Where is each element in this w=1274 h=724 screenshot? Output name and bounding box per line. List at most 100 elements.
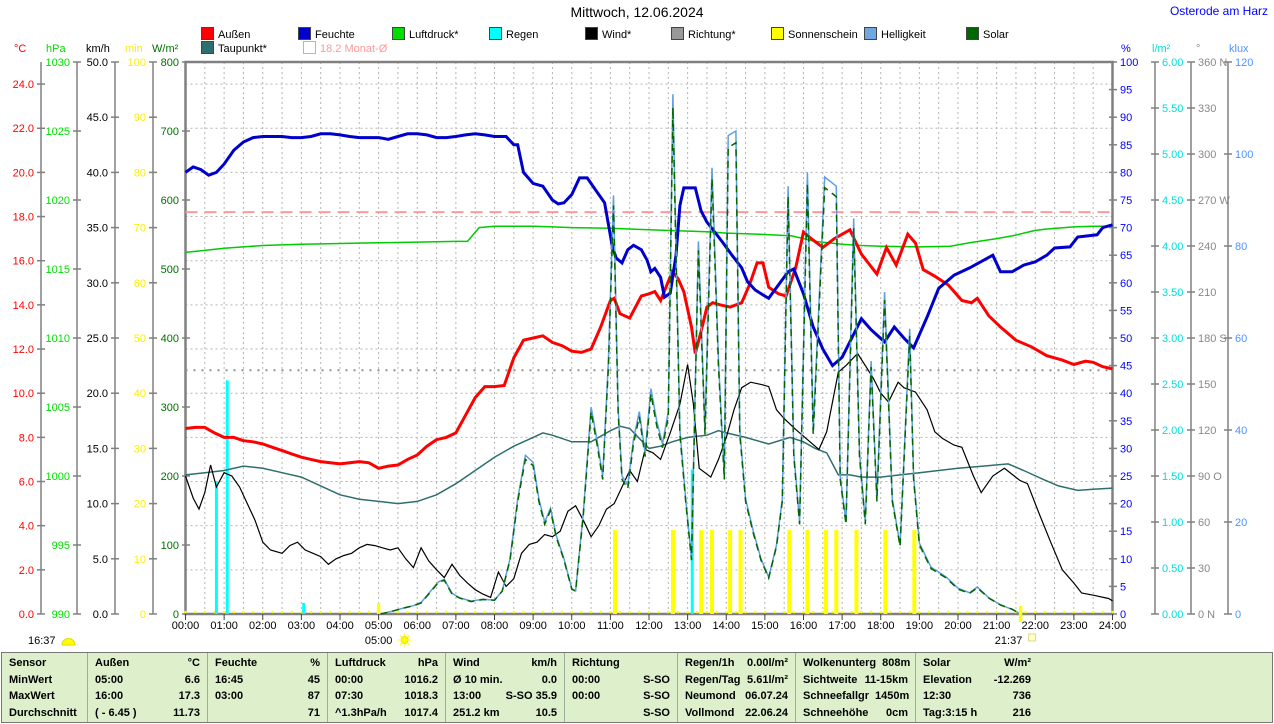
sunrise-sun-ray bbox=[399, 634, 402, 638]
baseline-sun-dot bbox=[927, 610, 931, 614]
sunrise-tick bbox=[376, 603, 381, 614]
axis-tick-label-solar: 200 bbox=[161, 471, 179, 483]
axis-tick-label-direction: 150 bbox=[1198, 379, 1216, 391]
bar-sonnenschein bbox=[670, 530, 675, 614]
baseline-sun-dot bbox=[1072, 610, 1076, 614]
axis-tick-label-solar: 600 bbox=[161, 195, 179, 207]
summary-value: 1450m bbox=[875, 690, 910, 702]
baseline-sun-dot bbox=[763, 610, 767, 614]
axis-tick-label-direction: 90 O bbox=[1198, 471, 1222, 483]
x-axis-label: 08:00 bbox=[481, 620, 509, 632]
axis-tick-label-pressure: 1010 bbox=[46, 333, 70, 345]
axis-tick-label-temp: 18.0 bbox=[13, 212, 34, 224]
baseline-sun-dot bbox=[512, 610, 516, 614]
axis-tick-label-wind: 30.0 bbox=[87, 278, 108, 290]
summary-cell-luftdruck-row3: ^1.3hPa/h 1017.4 bbox=[328, 705, 445, 722]
axis-tick-label-temp: 4.0 bbox=[19, 521, 34, 533]
baseline-sun-dot bbox=[483, 610, 487, 614]
summary-value: 87 bbox=[307, 690, 320, 702]
bar-sonnenschein bbox=[787, 530, 792, 614]
summary-value: km/h bbox=[531, 657, 557, 669]
baseline-sun-dot bbox=[1053, 610, 1056, 614]
page-title: Mittwoch, 12.06.2024 bbox=[570, 4, 704, 20]
baseline-sun-dot bbox=[599, 610, 603, 614]
axis-tick-label-direction: 300 bbox=[1198, 149, 1216, 161]
baseline-sun-dot bbox=[667, 610, 670, 614]
axis-tick-label-direction: 330 bbox=[1198, 103, 1216, 115]
legend-swatch-luftdruck-icon bbox=[392, 27, 405, 40]
summary-value: 1016.2 bbox=[404, 673, 438, 686]
summary-column-luftdruck: Luftdruck hPa 00:00 1016.2 07:30 1018.3 ^1.3hP… bbox=[328, 653, 446, 722]
axis-tick-label-pressure: 1005 bbox=[46, 402, 70, 414]
summary-cell-feuchte-row1: 16:45 45 bbox=[208, 672, 327, 689]
axis-tick-label-sunshine: 30 bbox=[134, 443, 146, 455]
axis-tick-label-wind: 15.0 bbox=[87, 443, 108, 455]
axis-tick-label-direction: 240 bbox=[1198, 241, 1216, 253]
summary-column-feuchte: Feuchte% 16:45 45 03:00 87 71 bbox=[208, 653, 328, 722]
summary-cell-feuchte-row0: Feuchte% bbox=[208, 655, 327, 672]
summary-label: ( - 6.45 ) bbox=[95, 706, 137, 719]
axis-tick-label-sunshine: 0 bbox=[140, 609, 146, 621]
summary-column-richtung: Richtung 00:00 S-SO 00:00 S-SO S-SO bbox=[565, 653, 678, 722]
summary-cell-wind-row3: 251.2 km 10.5 bbox=[446, 705, 564, 722]
summary-value: 808m bbox=[882, 657, 911, 669]
summary-cell-aussen-row3: ( - 6.45 ) 11.73 bbox=[88, 705, 207, 722]
legend-swatch-18-2-monat-icon bbox=[303, 41, 316, 54]
legend-label: Richtung* bbox=[688, 29, 736, 41]
axis-tick-label-wind: 20.0 bbox=[87, 388, 108, 400]
axis-tick-label-sunshine: 50 bbox=[134, 333, 146, 345]
bar-regen bbox=[302, 602, 306, 614]
baseline-sun-dot bbox=[309, 610, 313, 614]
baseline-sun-dot bbox=[695, 610, 699, 614]
baseline-sun-dot bbox=[937, 610, 940, 614]
axis-tick-label-temp: 2.0 bbox=[19, 565, 34, 577]
summary-cell-regen-row3: Vollmond 22.06.24 bbox=[678, 705, 795, 722]
baseline-sun-dot bbox=[1082, 610, 1085, 614]
axis-tick-label-temp: 14.0 bbox=[13, 300, 34, 312]
axis-tick-label-wind: 35.0 bbox=[87, 223, 108, 235]
moon-icon bbox=[61, 638, 76, 646]
axis-tick-label-rain: 1.00 bbox=[1162, 517, 1183, 529]
summary-cell-sensor-row0: Sensor bbox=[2, 655, 87, 672]
summary-cell-aussen-row2: 16:00 17.3 bbox=[88, 688, 207, 705]
baseline-sun-dot bbox=[551, 610, 554, 614]
axis-tick-label-humidity: 75 bbox=[1120, 195, 1132, 207]
axis-tick-label-humidity: 40 bbox=[1120, 388, 1132, 400]
baseline-sun-dot bbox=[647, 610, 651, 614]
legend-item-sonnenschein: Sonnenschein bbox=[771, 27, 858, 41]
summary-value: 736 bbox=[1012, 690, 1031, 702]
baseline-sun-dot bbox=[580, 610, 583, 614]
legend-label: Außen bbox=[218, 29, 251, 41]
summary-label: Sichtweite bbox=[803, 673, 858, 686]
legend-item-wind: Wind* bbox=[585, 27, 631, 41]
axis-tick-label-wind: 10.0 bbox=[87, 499, 108, 511]
summary-value: 71 bbox=[307, 706, 320, 719]
baseline-sun-dot bbox=[734, 610, 738, 614]
axis-header-direction: ° bbox=[1196, 43, 1200, 55]
axis-tick-label-temp: 22.0 bbox=[13, 123, 34, 135]
summary-label: MaxWert bbox=[9, 690, 55, 702]
summary-cell-regen-row0: Regen/1h 0.00l/m² bbox=[678, 655, 795, 672]
baseline-sun-dot bbox=[609, 610, 612, 614]
axis-tick-label-sunshine: 20 bbox=[134, 499, 146, 511]
x-axis-label: 14:00 bbox=[712, 620, 740, 632]
x-axis-label: 00:00 bbox=[172, 620, 200, 632]
baseline-sun-dot bbox=[203, 610, 207, 614]
summary-column-aussen: Außen °C 05:00 6.6 16:00 17.3 ( - 6.45 ) 11.73 bbox=[88, 653, 208, 722]
summary-label: Elevation bbox=[923, 673, 972, 686]
baseline-sun-dot bbox=[705, 610, 709, 614]
summary-value: 0.0 bbox=[541, 673, 557, 686]
x-axis-label: 12:00 bbox=[635, 620, 663, 632]
axis-tick-label-humidity: 70 bbox=[1120, 223, 1132, 235]
baseline-sun-dot bbox=[367, 610, 371, 614]
baseline-sun-dot bbox=[193, 610, 197, 614]
summary-value: °C bbox=[187, 657, 200, 669]
summary-label: Regen/Tag bbox=[685, 673, 741, 686]
axis-tick-label-temp: 24.0 bbox=[13, 79, 34, 91]
summary-label: MinWert bbox=[9, 673, 53, 686]
x-axis-label: 11:00 bbox=[597, 620, 624, 632]
summary-column-wolken: Wolkenunterg 808m Sichtweite 11-15km Schneef… bbox=[796, 653, 916, 722]
sunset-icon bbox=[1028, 633, 1037, 642]
axis-tick-label-humidity: 60 bbox=[1120, 278, 1132, 290]
summary-label: 03:00 bbox=[215, 690, 244, 702]
